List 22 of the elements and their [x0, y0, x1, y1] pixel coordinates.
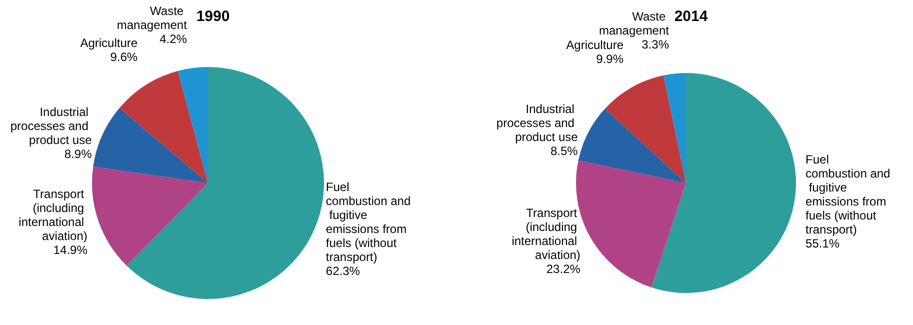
chart-title: 2014	[674, 8, 708, 25]
data-label: 8.9%	[64, 146, 92, 161]
slice-label: Agriculture	[566, 38, 624, 52]
slice-label: Fuel combustion and fugitive emissions from fuels (without transport)	[806, 152, 890, 237]
slice-label: Industrial processes and product use	[10, 104, 92, 147]
data-label: 9.9%	[596, 52, 624, 66]
data-label: 3.3%	[642, 38, 670, 52]
slice-label: Waste management	[598, 10, 670, 38]
data-label: 8.5%	[550, 144, 578, 158]
data-label: 9.6%	[110, 50, 138, 64]
data-label: 14.9%	[53, 243, 88, 258]
slice-label: Industrial processes and product use	[496, 102, 578, 144]
slice-label: Waste management	[116, 4, 188, 32]
slice-label: Transport (including international aviation)	[18, 187, 88, 244]
data-label: 62.3%	[326, 264, 360, 278]
data-label: 4.2%	[160, 32, 188, 46]
data-label: 23.2%	[546, 262, 581, 276]
data-label: 55.1%	[806, 236, 840, 251]
slice-label: Agriculture	[80, 36, 138, 50]
slice-label: Fuel combustion and fugitive emissions from fuels (without transport)	[326, 180, 411, 264]
chart-title: 1990	[196, 8, 230, 25]
slice-label: Transport (including international aviation)	[512, 206, 580, 262]
